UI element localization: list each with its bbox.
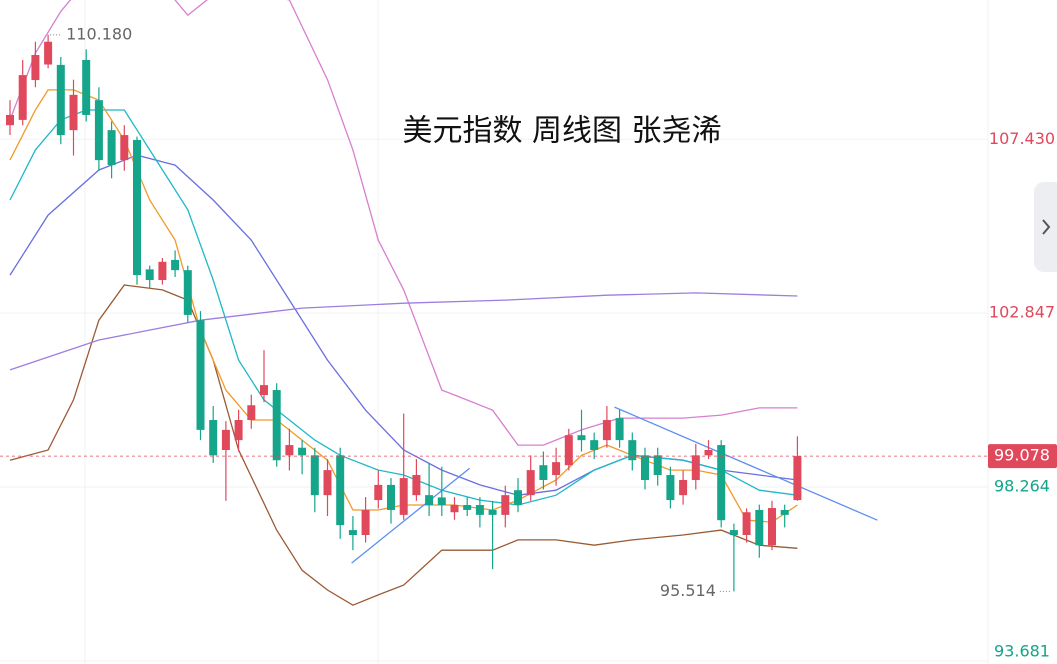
candle-body — [742, 512, 751, 535]
candle-body — [755, 509, 764, 546]
candle-body — [704, 450, 713, 456]
candle-body — [475, 505, 484, 515]
chart-title: 美元指数 周线图 张尧浠 — [402, 114, 721, 149]
candle-body — [145, 269, 154, 281]
candle-body — [69, 94, 78, 131]
candle-body — [310, 455, 319, 496]
candle-body — [679, 479, 688, 496]
candle-body — [171, 259, 180, 271]
candle-body — [94, 100, 103, 161]
candle-body — [793, 456, 802, 501]
candle-body — [641, 455, 649, 480]
candle-body — [183, 270, 192, 315]
candle-body — [272, 390, 281, 461]
candle-body — [463, 505, 472, 510]
candle-body — [120, 135, 129, 161]
side-button-arrow[interactable] — [1042, 219, 1051, 235]
candle-body — [425, 495, 434, 506]
candle-body — [615, 418, 624, 441]
candle-body — [602, 420, 611, 441]
candle-body — [133, 140, 141, 276]
candle-body — [717, 445, 726, 521]
candle-body — [234, 420, 243, 441]
candle-body — [450, 505, 459, 513]
candle-body — [361, 509, 370, 535]
candle-body — [44, 41, 53, 65]
overlay-line — [9, 0, 798, 446]
candle-body — [82, 59, 91, 115]
candle-body — [768, 508, 776, 546]
candle-body — [56, 64, 65, 136]
candle-body — [437, 497, 446, 506]
overlay-line — [9, 284, 798, 606]
candle-body — [298, 447, 307, 456]
side-button[interactable] — [1034, 182, 1057, 272]
candle-body — [107, 130, 116, 166]
candle-body — [526, 470, 535, 496]
candle-body — [691, 455, 700, 480]
candle-body — [653, 455, 662, 476]
y-tick-label: 102.847 — [989, 303, 1055, 322]
candle-body — [247, 405, 256, 421]
candle-body — [501, 495, 510, 515]
overlay-line — [9, 292, 798, 371]
candle-body — [158, 261, 167, 281]
candle-body — [209, 420, 218, 456]
candle-body — [577, 435, 586, 441]
candle-body — [488, 509, 497, 515]
current-price-label: 99.078 — [994, 446, 1050, 465]
candle-body — [412, 475, 421, 496]
candle-body — [221, 429, 230, 451]
candle-body — [348, 530, 357, 535]
candle-body — [196, 320, 205, 430]
overlay-line — [614, 406, 878, 521]
candle-body — [666, 475, 675, 501]
y-tick-label: 107.430 — [989, 129, 1055, 148]
candle-body — [6, 114, 14, 126]
candle-body — [31, 55, 40, 81]
candle-body — [285, 445, 294, 456]
candle-body — [374, 484, 383, 501]
candle-body — [564, 435, 573, 466]
candle-body — [729, 530, 738, 535]
candle-body — [323, 470, 332, 496]
candle-body — [260, 385, 268, 395]
side-button-bg[interactable] — [1034, 182, 1057, 272]
candle-body — [590, 440, 599, 451]
candle-body — [539, 465, 548, 480]
candle-body — [780, 509, 789, 515]
candle-body — [552, 462, 561, 476]
y-tick-label: 98.264 — [994, 477, 1050, 496]
candle-body — [387, 484, 395, 510]
candle-body — [18, 75, 27, 120]
annotation: 110.180 — [66, 24, 132, 43]
annotation: 95.514 — [660, 581, 716, 600]
candle-body — [628, 440, 637, 461]
candle-body — [336, 455, 345, 526]
candle-body — [399, 478, 408, 515]
candle-body — [514, 490, 522, 506]
current-price-tag — [988, 444, 1057, 469]
overlay-line — [351, 467, 471, 564]
y-tick-label: 93.681 — [994, 642, 1050, 661]
